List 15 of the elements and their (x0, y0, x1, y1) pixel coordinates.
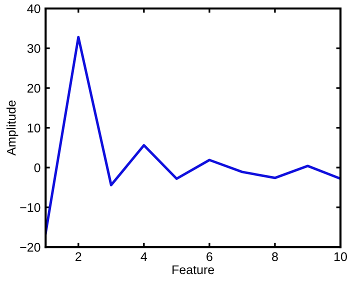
x-tick-label: 2 (76, 252, 82, 261)
y-tick-label: 10 (28, 124, 40, 132)
x-tick-label: 4 (140, 252, 148, 261)
x-tick-label: 6 (206, 252, 212, 262)
y-tick-label: −20 (20, 242, 40, 252)
x-tick-label: 8 (272, 252, 278, 262)
y-tick-label: 40 (27, 4, 40, 14)
line-series (46, 36, 340, 234)
y-tick-label: 20 (27, 84, 40, 93)
x-axis-title: Feature (172, 265, 214, 274)
x-tick-label: 10 (334, 252, 347, 262)
y-tick-label: −10 (20, 203, 40, 212)
y-tick-label: 0 (34, 163, 40, 172)
y-axis-title: Amplitude (6, 100, 18, 156)
y-tick-label: 30 (27, 44, 40, 53)
